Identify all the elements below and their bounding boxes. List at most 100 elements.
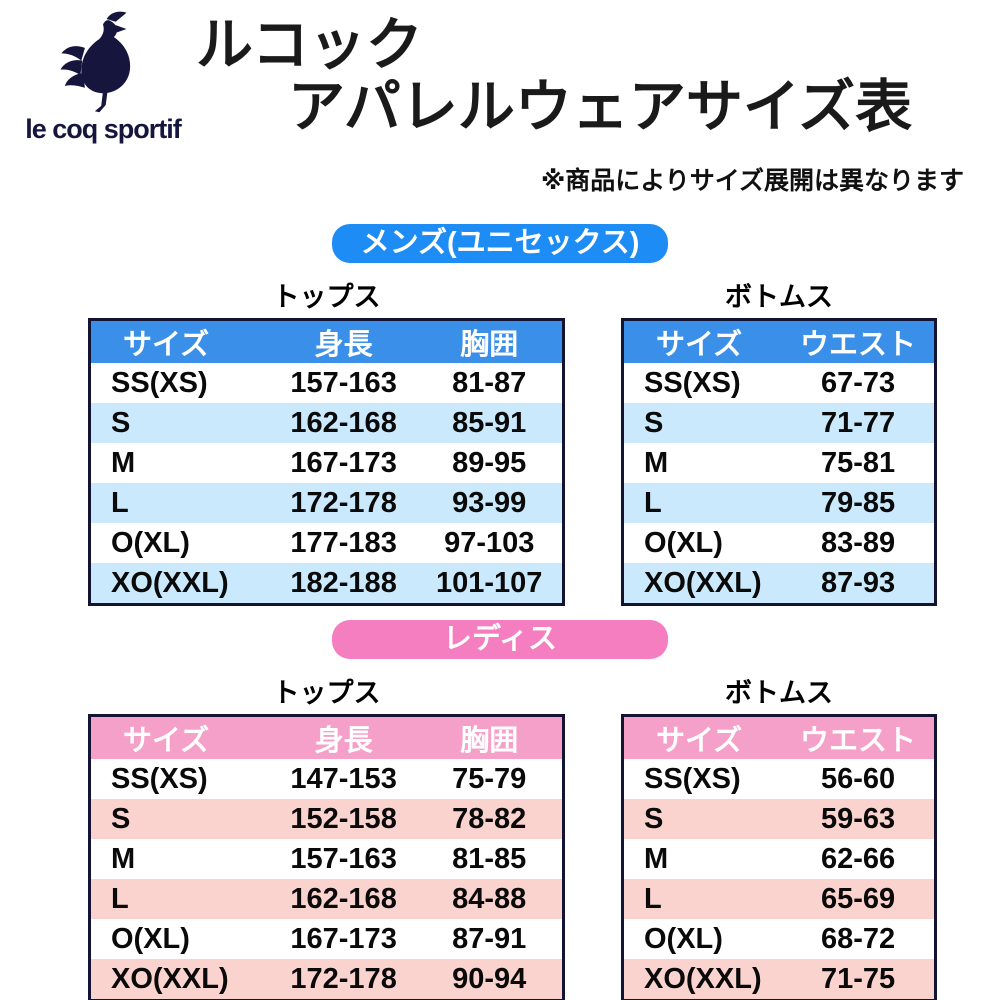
column-header: ウエスト — [782, 319, 936, 363]
column-header: 身長 — [270, 715, 417, 759]
table-row: S 162-168 85-91 — [89, 403, 564, 443]
table-row: L 162-168 84-88 — [89, 879, 564, 919]
column-header: ウエスト — [782, 715, 936, 759]
ladies-tops-table: サイズ 身長 胸囲 SS(XS) 147-153 75-79 S 152-158 78-82 M… — [88, 714, 565, 1000]
size-cell: S — [622, 799, 783, 839]
mens-section: メンズ(ユニセックス) トップス サイズ 身長 胸囲 SS(XS) 157-163 81… — [0, 224, 1000, 606]
column-header: 胸囲 — [416, 715, 564, 759]
mens-tables: トップス サイズ 身長 胸囲 SS(XS) 157-163 81-87 S 162-168 8… — [0, 275, 1000, 606]
size-cell: SS(XS) — [89, 363, 271, 403]
value-cell: 85-91 — [416, 403, 564, 443]
value-cell: 71-75 — [782, 959, 936, 1000]
size-availability-note: ※商品によりサイズ展開は異なります — [540, 167, 964, 195]
value-cell: 78-82 — [416, 799, 564, 839]
value-cell: 167-173 — [270, 443, 417, 483]
value-cell: 172-178 — [270, 483, 417, 523]
value-cell: 182-188 — [270, 563, 417, 605]
column-header: サイズ — [89, 715, 271, 759]
value-cell: 157-163 — [270, 363, 417, 403]
table-row: S 59-63 — [622, 799, 936, 839]
size-cell: M — [89, 443, 271, 483]
table-row: XO(XXL) 71-75 — [622, 959, 936, 1000]
value-cell: 81-87 — [416, 363, 564, 403]
table-row: S 152-158 78-82 — [89, 799, 564, 839]
ladies-bottoms-block: ボトムス サイズ ウエスト SS(XS) 56-60 S 59-63 M 62-66 L 65-… — [621, 671, 937, 1000]
value-cell: 93-99 — [416, 483, 564, 523]
table-row: L 172-178 93-99 — [89, 483, 564, 523]
value-cell: 172-178 — [270, 959, 417, 1000]
table-row: XO(XXL) 172-178 90-94 — [89, 959, 564, 1000]
table-row: M 167-173 89-95 — [89, 443, 564, 483]
ladies-bottoms-caption: ボトムス — [725, 678, 833, 708]
table-row: M 157-163 81-85 — [89, 839, 564, 879]
value-cell: 89-95 — [416, 443, 564, 483]
size-cell: M — [89, 839, 271, 879]
table-row: O(XL) 83-89 — [622, 523, 936, 563]
value-cell: 81-85 — [416, 839, 564, 879]
ladies-tables: トップス サイズ 身長 胸囲 SS(XS) 147-153 75-79 S 152-158 7… — [0, 671, 1000, 1000]
size-cell: SS(XS) — [89, 759, 271, 799]
value-cell: 79-85 — [782, 483, 936, 523]
column-header: サイズ — [622, 319, 783, 363]
mens-bottoms-table: サイズ ウエスト SS(XS) 67-73 S 71-77 M 75-81 L 79-85 O(X… — [621, 318, 937, 606]
value-cell: 90-94 — [416, 959, 564, 1000]
value-cell: 162-168 — [270, 879, 417, 919]
size-cell: S — [89, 799, 271, 839]
table-row: L 65-69 — [622, 879, 936, 919]
mens-tops-block: トップス サイズ 身長 胸囲 SS(XS) 157-163 81-87 S 162-168 8… — [88, 275, 565, 606]
size-cell: O(XL) — [622, 919, 783, 959]
size-cell: O(XL) — [89, 919, 271, 959]
header-row: サイズ ウエスト — [622, 319, 936, 363]
size-cell: XO(XXL) — [89, 563, 271, 605]
size-cell: SS(XS) — [622, 363, 783, 403]
mens-section-badge: メンズ(ユニセックス) — [332, 224, 668, 263]
table-row: O(XL) 167-173 87-91 — [89, 919, 564, 959]
table-row: SS(XS) 147-153 75-79 — [89, 759, 564, 799]
header-row: サイズ 身長 胸囲 — [89, 319, 564, 363]
value-cell: 87-91 — [416, 919, 564, 959]
table-row: S 71-77 — [622, 403, 936, 443]
ladies-tops-caption: トップス — [272, 678, 381, 708]
ladies-tops-block: トップス サイズ 身長 胸囲 SS(XS) 147-153 75-79 S 152-158 7… — [88, 671, 565, 1000]
mens-bottoms-caption: ボトムス — [725, 282, 833, 312]
table-row: XO(XXL) 182-188 101-107 — [89, 563, 564, 605]
column-header: 身長 — [270, 319, 417, 363]
value-cell: 62-66 — [782, 839, 936, 879]
size-cell: L — [622, 879, 783, 919]
title-line-2: アパレルウェアサイズ表 — [288, 75, 913, 139]
ladies-section: レディス トップス サイズ 身長 胸囲 SS(XS) 147-153 75-79 S 152… — [0, 620, 1000, 1000]
table-row: L 79-85 — [622, 483, 936, 523]
value-cell: 101-107 — [416, 563, 564, 605]
value-cell: 177-183 — [270, 523, 417, 563]
ladies-section-badge: レディス — [332, 620, 668, 659]
table-row: SS(XS) 67-73 — [622, 363, 936, 403]
size-cell: S — [622, 403, 783, 443]
value-cell: 167-173 — [270, 919, 417, 959]
value-cell: 162-168 — [270, 403, 417, 443]
brand-wordmark: le coq sportif — [25, 114, 182, 144]
value-cell: 59-63 — [782, 799, 936, 839]
value-cell: 67-73 — [782, 363, 936, 403]
mens-tops-table: サイズ 身長 胸囲 SS(XS) 157-163 81-87 S 162-168 85-91 M… — [88, 318, 565, 606]
value-cell: 157-163 — [270, 839, 417, 879]
value-cell: 65-69 — [782, 879, 936, 919]
column-header: サイズ — [89, 319, 271, 363]
value-cell: 84-88 — [416, 879, 564, 919]
header: le coq sportif ルコック アパレルウェアサイズ表 ※商品によりサイ… — [0, 0, 1000, 220]
value-cell: 97-103 — [416, 523, 564, 563]
header-row: サイズ 身長 胸囲 — [89, 715, 564, 759]
size-cell: XO(XXL) — [622, 959, 783, 1000]
table-row: XO(XXL) 87-93 — [622, 563, 936, 605]
size-cell: SS(XS) — [622, 759, 783, 799]
rooster-icon — [60, 11, 131, 113]
ladies-bottoms-table: サイズ ウエスト SS(XS) 56-60 S 59-63 M 62-66 L 65-69 O(X… — [621, 714, 937, 1000]
value-cell: 83-89 — [782, 523, 936, 563]
table-row: O(XL) 68-72 — [622, 919, 936, 959]
value-cell: 75-81 — [782, 443, 936, 483]
value-cell: 152-158 — [270, 799, 417, 839]
size-cell: S — [89, 403, 271, 443]
column-header: サイズ — [622, 715, 783, 759]
table-row: O(XL) 177-183 97-103 — [89, 523, 564, 563]
header-row: サイズ ウエスト — [622, 715, 936, 759]
